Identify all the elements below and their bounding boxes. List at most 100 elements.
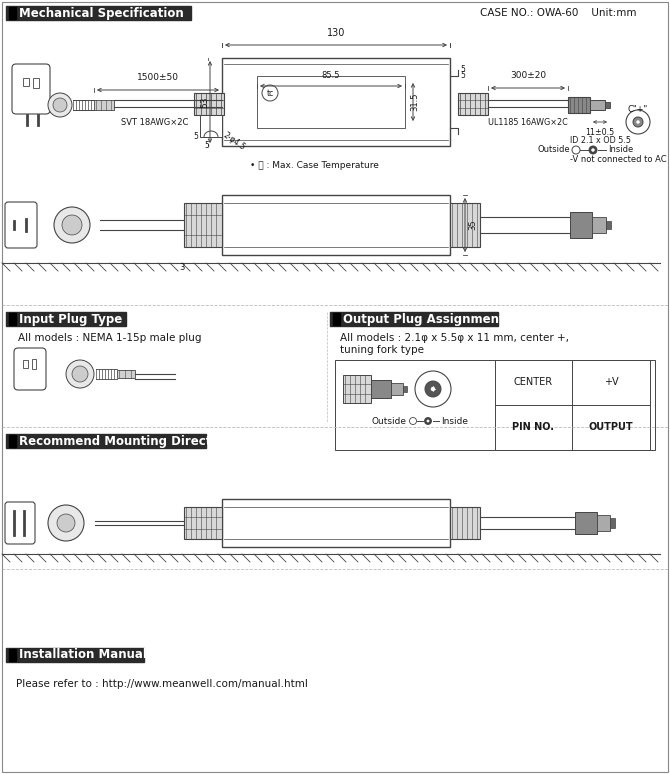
Bar — [335, 360, 655, 450]
Bar — [330, 312, 498, 326]
Bar — [6, 6, 191, 20]
Bar — [570, 212, 592, 238]
Bar — [450, 507, 480, 539]
Text: OUTPUT: OUTPUT — [589, 422, 633, 432]
Bar — [458, 93, 488, 115]
Bar — [194, 93, 224, 115]
Circle shape — [66, 360, 94, 388]
Bar — [6, 312, 126, 326]
Circle shape — [425, 417, 431, 424]
Bar — [592, 217, 606, 233]
Bar — [184, 203, 222, 247]
Bar — [606, 221, 611, 229]
Text: CENTER: CENTER — [513, 377, 553, 387]
Text: UL1185 16AWG×2C: UL1185 16AWG×2C — [488, 118, 568, 127]
Bar — [33, 78, 39, 88]
Text: Outside: Outside — [537, 146, 570, 155]
Text: Installation Manual: Installation Manual — [19, 649, 147, 662]
Text: Please refer to : http://www.meanwell.com/manual.html: Please refer to : http://www.meanwell.co… — [16, 679, 308, 689]
Text: 130: 130 — [327, 28, 345, 38]
Text: 5: 5 — [194, 132, 198, 141]
Text: Recommend Mounting Direction: Recommend Mounting Direction — [19, 434, 232, 447]
Bar — [257, 76, 405, 128]
Bar — [117, 370, 135, 378]
Text: All models : 2.1φ x 5.5φ x 11 mm, center +,: All models : 2.1φ x 5.5φ x 11 mm, center… — [340, 333, 569, 343]
Bar — [23, 78, 29, 86]
Circle shape — [636, 121, 639, 124]
Text: Outside: Outside — [372, 416, 407, 426]
Text: SVT 18AWG×2C: SVT 18AWG×2C — [121, 118, 189, 127]
Text: tuning fork type: tuning fork type — [340, 345, 424, 355]
Bar — [94, 100, 114, 110]
Bar — [32, 359, 36, 369]
Circle shape — [425, 381, 441, 397]
Bar — [9, 435, 16, 447]
Text: Output Plug Assignment: Output Plug Assignment — [343, 313, 505, 326]
Text: 5: 5 — [460, 71, 465, 80]
Circle shape — [592, 149, 594, 152]
Text: 5: 5 — [204, 141, 210, 150]
Bar — [403, 386, 407, 392]
Bar — [200, 115, 222, 137]
Text: 35: 35 — [468, 220, 477, 231]
Circle shape — [54, 207, 90, 243]
Bar — [391, 383, 403, 395]
Bar — [9, 7, 16, 19]
Circle shape — [409, 417, 417, 424]
Circle shape — [589, 146, 597, 154]
Text: 5: 5 — [460, 66, 465, 74]
Bar — [333, 313, 340, 325]
Text: Mechanical Specification: Mechanical Specification — [19, 6, 184, 19]
Bar — [222, 58, 450, 146]
Text: 2-φ4.5: 2-φ4.5 — [222, 131, 247, 152]
Bar — [450, 203, 480, 247]
Circle shape — [626, 110, 650, 134]
Text: • Ⓣ : Max. Case Temperature: • Ⓣ : Max. Case Temperature — [250, 160, 379, 170]
Text: 1500±50: 1500±50 — [137, 73, 179, 82]
Text: -V not connected to AC FG: -V not connected to AC FG — [570, 156, 670, 165]
Circle shape — [262, 85, 278, 101]
Circle shape — [48, 93, 72, 117]
Text: PIN NO.: PIN NO. — [512, 422, 554, 432]
Bar — [9, 313, 16, 325]
Text: 85.5: 85.5 — [322, 71, 340, 80]
Circle shape — [72, 366, 88, 382]
Text: 11±0.5: 11±0.5 — [586, 128, 614, 137]
Bar — [6, 648, 144, 662]
Circle shape — [427, 420, 429, 422]
Bar — [610, 518, 615, 528]
Bar — [371, 380, 391, 398]
Text: 3: 3 — [180, 263, 185, 272]
Text: 300±20: 300±20 — [510, 71, 546, 80]
Circle shape — [62, 215, 82, 235]
Text: ID 2.1 x OD 5.5: ID 2.1 x OD 5.5 — [570, 136, 630, 145]
FancyBboxPatch shape — [14, 348, 46, 390]
Bar — [9, 649, 16, 661]
Text: +: + — [429, 385, 436, 393]
FancyBboxPatch shape — [12, 64, 50, 114]
Bar — [184, 507, 222, 539]
Bar — [6, 434, 206, 448]
Circle shape — [57, 514, 75, 532]
Bar — [590, 100, 605, 110]
Circle shape — [415, 371, 451, 407]
Text: 31.5: 31.5 — [410, 93, 419, 111]
Bar — [222, 499, 450, 547]
Bar — [495, 360, 650, 450]
Bar — [597, 515, 610, 531]
Text: CASE NO.: OWA-60    Unit:mm: CASE NO.: OWA-60 Unit:mm — [480, 8, 636, 18]
Circle shape — [431, 387, 435, 391]
Bar — [222, 195, 450, 255]
Text: +V: +V — [604, 377, 618, 387]
Circle shape — [48, 505, 84, 541]
Bar — [343, 375, 371, 403]
FancyBboxPatch shape — [5, 202, 37, 248]
Text: All models : NEMA 1-15p male plug: All models : NEMA 1-15p male plug — [18, 333, 202, 343]
Text: 53: 53 — [200, 96, 209, 108]
Bar — [568, 97, 590, 113]
FancyBboxPatch shape — [5, 502, 35, 544]
Circle shape — [53, 98, 67, 112]
Bar — [575, 512, 597, 534]
Bar — [605, 102, 610, 108]
Circle shape — [572, 146, 580, 154]
